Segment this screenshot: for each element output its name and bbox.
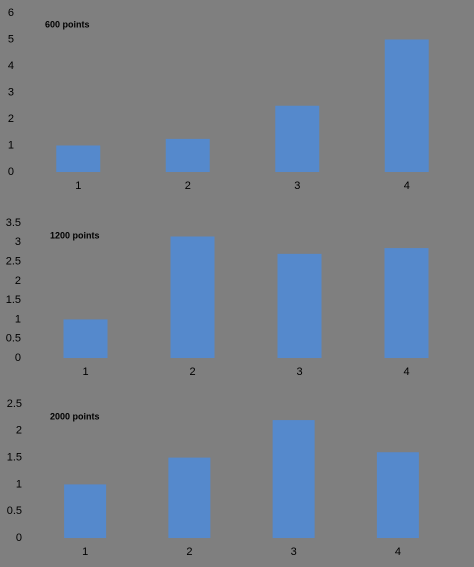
chart-title: 1200 points — [50, 230, 100, 240]
y-tick-label: 1.5 — [6, 294, 21, 306]
y-tick-label: 0.5 — [6, 333, 21, 345]
y-tick-label: 2 — [16, 425, 22, 437]
y-tick-label: 2.5 — [6, 255, 21, 267]
y-tick-label: 3.5 — [6, 217, 21, 229]
x-tick-label: 4 — [395, 546, 401, 558]
bar — [170, 236, 215, 358]
bar — [63, 319, 108, 358]
x-tick-label: 1 — [75, 180, 81, 192]
chart-title: 600 points — [45, 19, 90, 29]
bar — [272, 420, 315, 538]
bar — [275, 105, 320, 172]
x-tick-label: 3 — [296, 366, 302, 378]
y-tick-label: 1 — [8, 139, 14, 151]
bar — [277, 253, 322, 358]
bar — [168, 457, 211, 538]
x-tick-label: 4 — [403, 366, 409, 378]
y-tick-label: 0.5 — [7, 505, 22, 517]
bar — [165, 138, 210, 172]
x-tick-label: 4 — [404, 180, 410, 192]
y-tick-label: 1 — [15, 313, 21, 325]
y-tick-label: 1.5 — [7, 452, 22, 464]
y-tick-label: 0 — [8, 166, 14, 178]
x-tick-label: 2 — [189, 366, 195, 378]
y-tick-label: 0 — [15, 352, 21, 364]
x-tick-label: 3 — [291, 546, 297, 558]
x-tick-label: 1 — [82, 546, 88, 558]
bar — [384, 39, 429, 172]
x-tick-label: 1 — [82, 366, 88, 378]
y-tick-label: 5 — [8, 33, 14, 45]
y-tick-label: 3 — [15, 236, 21, 248]
y-tick-label: 0 — [16, 532, 22, 544]
chart-title: 2000 points — [50, 411, 100, 421]
y-tick-label: 1 — [16, 478, 22, 490]
y-tick-label: 2 — [8, 113, 14, 125]
y-tick-label: 3 — [8, 86, 14, 98]
y-tick-label: 4 — [8, 60, 14, 72]
bar — [384, 248, 429, 358]
x-tick-label: 3 — [294, 180, 300, 192]
bar — [376, 452, 419, 538]
x-tick-label: 2 — [186, 546, 192, 558]
bar — [56, 145, 101, 172]
y-tick-label: 6 — [8, 7, 14, 19]
x-tick-label: 2 — [185, 180, 191, 192]
bar — [64, 484, 107, 538]
y-tick-label: 2 — [15, 275, 21, 287]
y-tick-label: 2.5 — [7, 398, 22, 410]
